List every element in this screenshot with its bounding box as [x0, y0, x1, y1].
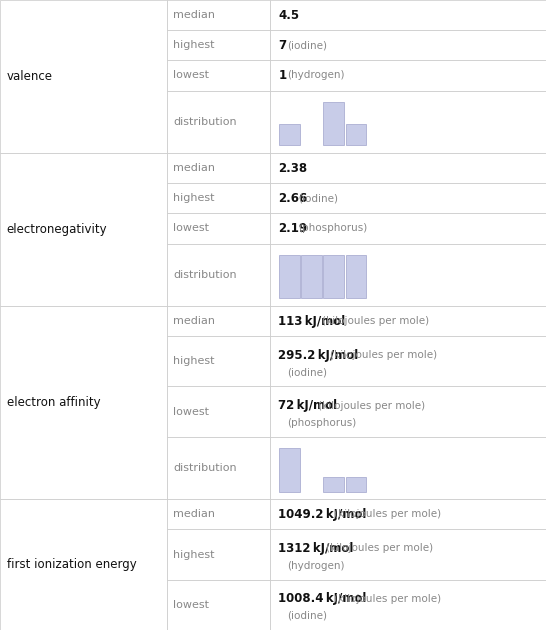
Text: 2.38: 2.38 [278, 161, 307, 175]
Text: (iodine): (iodine) [299, 193, 339, 203]
Text: (iodine): (iodine) [287, 367, 327, 377]
Bar [0, 153, 167, 306]
Text: 7: 7 [278, 39, 287, 52]
Text: median: median [173, 509, 215, 519]
Text: 1008.4 kJ/mol: 1008.4 kJ/mol [278, 592, 367, 605]
Bar [346, 255, 366, 299]
Text: (kilojoules per mole): (kilojoules per mole) [318, 401, 425, 411]
Text: distribution: distribution [173, 463, 237, 473]
Bar [167, 529, 270, 580]
Bar [167, 306, 270, 336]
Bar [270, 91, 546, 153]
Bar [346, 123, 366, 146]
Bar [167, 437, 270, 499]
Bar [280, 255, 300, 299]
Text: highest: highest [173, 357, 215, 366]
Bar [270, 529, 546, 580]
Text: (iodine): (iodine) [287, 611, 327, 621]
Text: 4.5: 4.5 [278, 9, 300, 21]
Text: (iodine): (iodine) [287, 40, 327, 50]
Text: 295.2 kJ/mol: 295.2 kJ/mol [278, 349, 359, 362]
Text: highest: highest [173, 193, 215, 203]
Bar [167, 386, 270, 437]
Text: (kilojoules per mole): (kilojoules per mole) [330, 350, 437, 360]
Text: (phosphorus): (phosphorus) [299, 224, 368, 234]
Bar [323, 255, 344, 299]
Text: 2.66: 2.66 [278, 192, 308, 205]
Bar [270, 580, 546, 630]
Bar [167, 336, 270, 386]
Bar [270, 0, 546, 30]
Text: 1049.2 kJ/mol: 1049.2 kJ/mol [278, 508, 367, 521]
Bar [167, 60, 270, 91]
Text: 2.19: 2.19 [278, 222, 307, 235]
Bar [167, 499, 270, 529]
Text: valence: valence [7, 70, 52, 83]
Text: 1: 1 [278, 69, 287, 82]
Bar [167, 244, 270, 306]
Bar [270, 306, 546, 336]
Text: first ionization energy: first ionization energy [7, 558, 136, 571]
Bar [270, 386, 546, 437]
Bar [280, 123, 300, 146]
Text: (kilojoules per mole): (kilojoules per mole) [322, 316, 429, 326]
Bar [270, 183, 546, 214]
Text: distribution: distribution [173, 117, 237, 127]
Text: highest: highest [173, 549, 215, 559]
Text: (hydrogen): (hydrogen) [287, 71, 345, 81]
Bar [0, 499, 167, 630]
Text: 1312 kJ/mol: 1312 kJ/mol [278, 542, 354, 555]
Text: lowest: lowest [173, 71, 209, 81]
Bar [270, 30, 546, 60]
Text: lowest: lowest [173, 406, 209, 416]
Bar [167, 91, 270, 153]
Text: median: median [173, 10, 215, 20]
Text: (phosphorus): (phosphorus) [287, 418, 356, 428]
Bar [323, 102, 344, 146]
Bar [270, 336, 546, 386]
Bar [270, 244, 546, 306]
Bar [167, 153, 270, 183]
Text: electron affinity: electron affinity [7, 396, 100, 409]
Bar [280, 448, 300, 491]
Bar [346, 477, 366, 491]
Bar [270, 437, 546, 499]
Bar [167, 0, 270, 30]
Text: (hydrogen): (hydrogen) [287, 561, 344, 571]
Bar [0, 306, 167, 499]
Bar [270, 499, 546, 529]
Text: median: median [173, 316, 215, 326]
Text: electronegativity: electronegativity [7, 223, 107, 236]
Text: (kilojoules per mole): (kilojoules per mole) [326, 544, 433, 554]
Text: 72 kJ/mol: 72 kJ/mol [278, 399, 337, 412]
Text: (kilojoules per mole): (kilojoules per mole) [334, 509, 441, 519]
Bar [270, 153, 546, 183]
Text: 113 kJ/mol: 113 kJ/mol [278, 314, 346, 328]
Bar [323, 477, 344, 491]
Text: highest: highest [173, 40, 215, 50]
Text: median: median [173, 163, 215, 173]
Bar [167, 214, 270, 244]
Text: (kilojoules per mole): (kilojoules per mole) [334, 594, 441, 604]
Text: distribution: distribution [173, 270, 237, 280]
Bar [0, 0, 167, 153]
Bar [167, 30, 270, 60]
Text: lowest: lowest [173, 600, 209, 610]
Bar [270, 60, 546, 91]
Bar [270, 214, 546, 244]
Bar [167, 580, 270, 630]
Bar [301, 255, 322, 299]
Text: lowest: lowest [173, 224, 209, 234]
Bar [167, 183, 270, 214]
